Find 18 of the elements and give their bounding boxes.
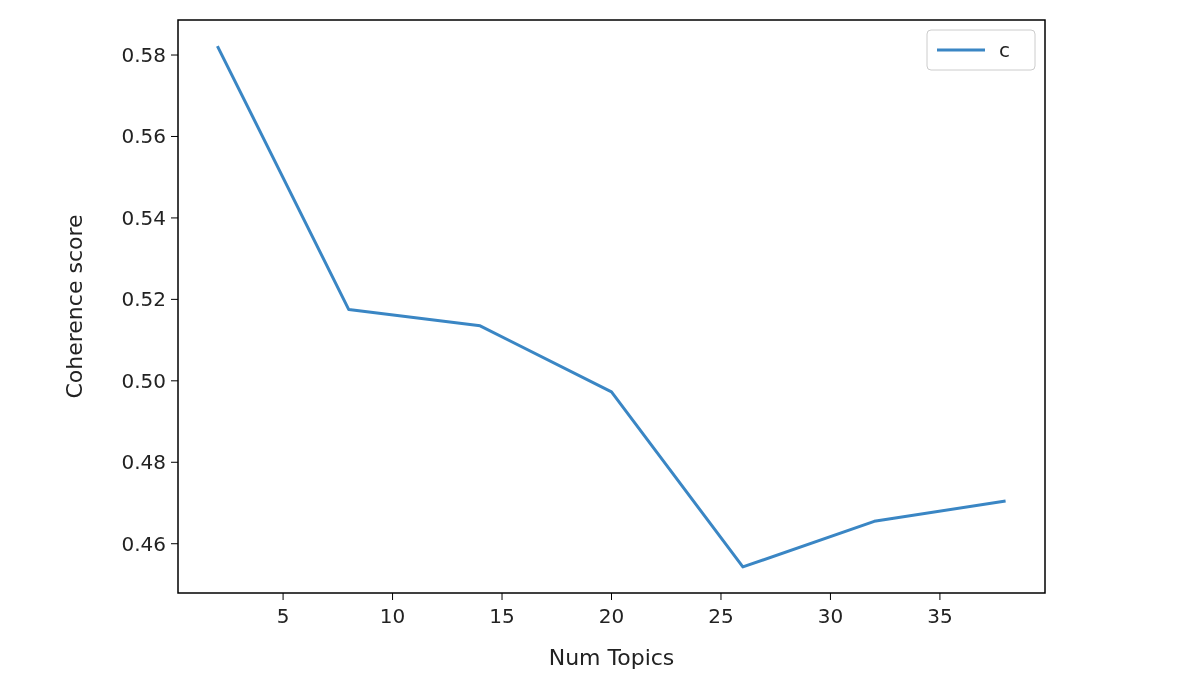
x-tick-label: 15 (489, 604, 515, 628)
x-tick-label: 30 (817, 604, 844, 628)
y-axis-title: Coherence score (62, 214, 87, 399)
x-tick-label: 10 (379, 604, 406, 628)
line-series (215, 44, 1008, 569)
y-tick-label: 0.54 (121, 205, 166, 230)
y-tick-label: 0.52 (121, 287, 166, 312)
y-tick-label: 0.56 (121, 124, 166, 149)
y-tick-label: 0.58 (121, 43, 166, 68)
x-tick-label: 35 (927, 604, 953, 628)
legend-label: c (999, 38, 1010, 62)
x-tick-label: 25 (708, 604, 734, 628)
y-tick-label: 0.50 (121, 368, 166, 393)
y-tick-label: 0.46 (121, 531, 166, 556)
x-tick-label: 5 (276, 604, 290, 628)
y-tick-label: 0.48 (121, 450, 166, 475)
x-tick-label: 20 (598, 604, 625, 628)
x-axis-title: Num Topics (548, 645, 675, 670)
